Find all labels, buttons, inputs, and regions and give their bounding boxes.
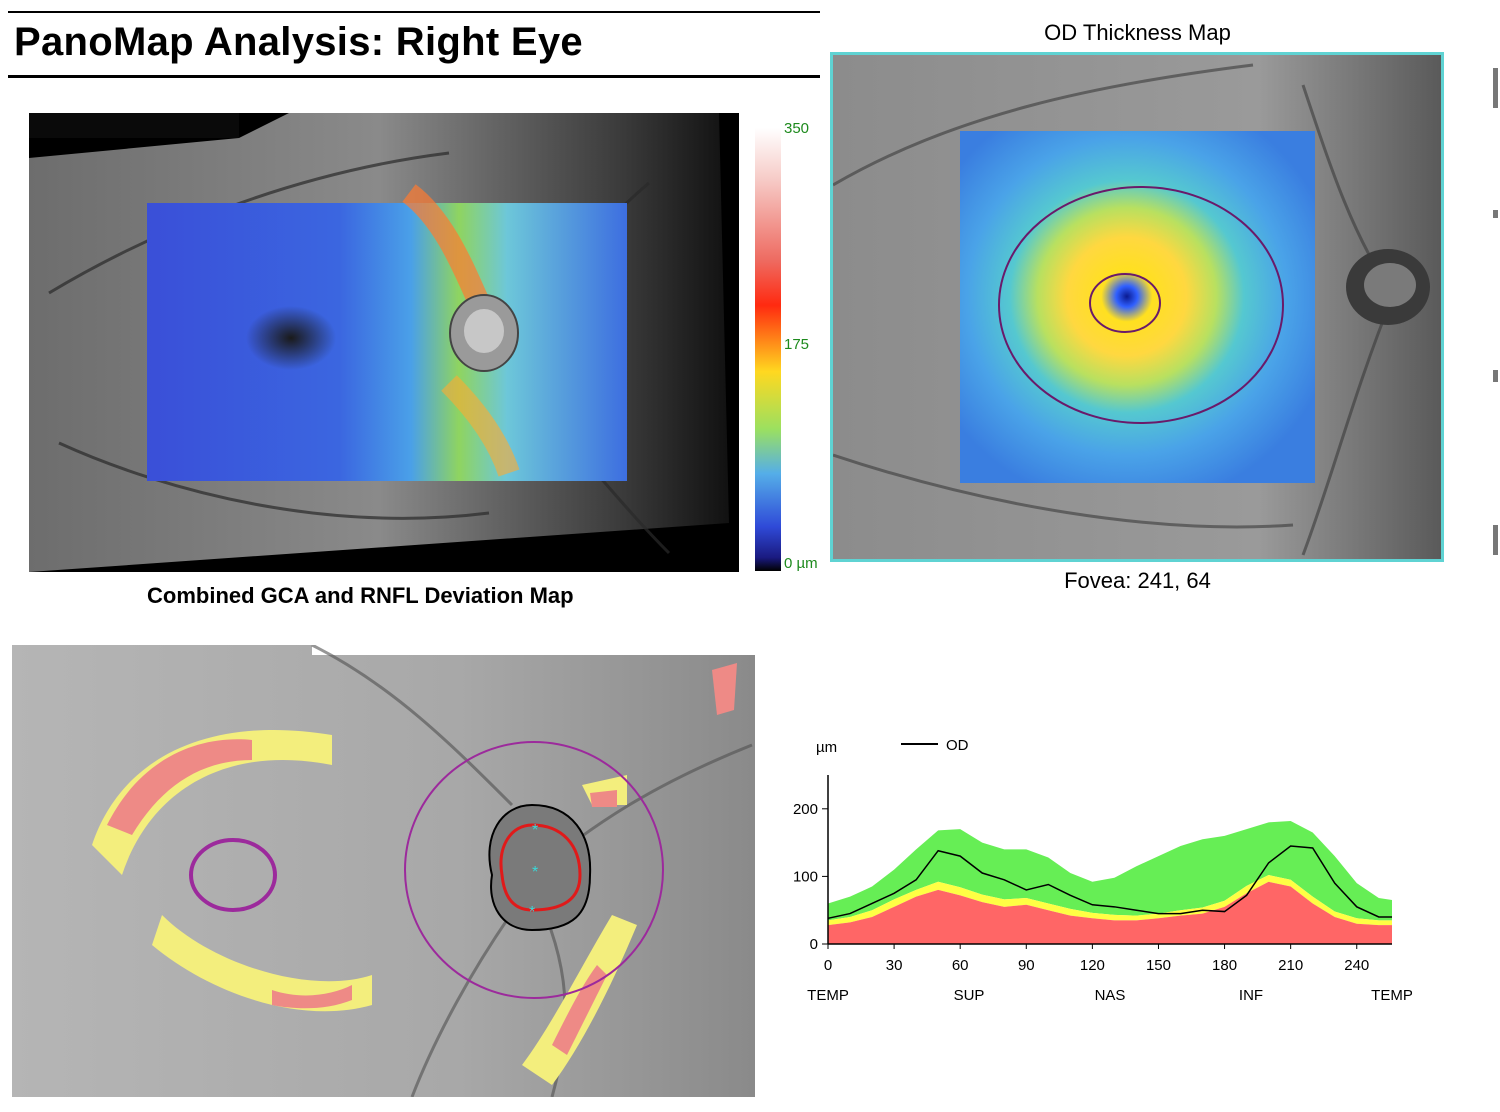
colorbar-mid-label: 175	[784, 336, 810, 353]
series-od-line	[827, 845, 1392, 920]
deviation-map-svg	[29, 113, 739, 572]
deviation-map-image[interactable]	[29, 113, 739, 572]
legend-od-label: OD	[946, 737, 969, 754]
sector-label-2: NAS	[1095, 987, 1126, 1004]
x-tick-label-30: 30	[886, 957, 903, 974]
sector-label-0: TEMP	[807, 987, 849, 1004]
y-tick-label-0: 0	[810, 936, 818, 953]
deviation-map-caption: Combined GCA and RNFL Deviation Map	[147, 583, 574, 608]
x-tick-label-90: 90	[1018, 957, 1035, 974]
x-tick-label-60: 60	[952, 957, 969, 974]
thickness-map-image[interactable]	[830, 52, 1444, 562]
colorbar-min-label: 0 µm	[784, 555, 818, 572]
x-tick-label-180: 180	[1212, 957, 1237, 974]
sector-label-3: INF	[1239, 987, 1263, 1004]
thickness-map-svg	[833, 55, 1441, 559]
significance-map-image[interactable]: * * *	[12, 645, 755, 1097]
chart-ylabel: µm	[816, 739, 837, 756]
x-tick-label-150: 150	[1146, 957, 1171, 974]
y-tick-label-200: 200	[793, 801, 818, 818]
thickness-map-title: OD Thickness Map	[1044, 20, 1231, 45]
x-tick-label-0: 0	[824, 957, 832, 974]
svg-text:*: *	[532, 864, 538, 881]
deviation-colorbar	[755, 128, 781, 571]
band-normal	[828, 820, 1392, 921]
right-edge-marks	[1490, 60, 1500, 560]
significance-map-svg: * * *	[12, 645, 755, 1097]
title-rule-bottom	[8, 75, 820, 78]
colorbar-max-label: 350	[784, 120, 810, 137]
x-tick-label-240: 240	[1344, 957, 1369, 974]
svg-text:*: *	[532, 822, 538, 839]
title-rule-top	[8, 11, 820, 13]
svg-text:*: *	[529, 904, 535, 921]
fovea-label: Fovea: 241, 64	[1064, 568, 1211, 593]
band-outside-normal	[828, 881, 1392, 944]
page-title: PanoMap Analysis: Right Eye	[14, 20, 583, 64]
tsnit-chart: µm OD 0 100 200 0 30 60 90 120 150 180 210 240 TEMP S…	[780, 720, 1440, 1020]
x-tick-label-120: 120	[1080, 957, 1105, 974]
x-tick-label-210: 210	[1278, 957, 1303, 974]
sector-label-4: TEMP	[1371, 987, 1413, 1004]
sector-label-1: SUP	[954, 987, 985, 1004]
y-tick-label-100: 100	[793, 868, 818, 885]
